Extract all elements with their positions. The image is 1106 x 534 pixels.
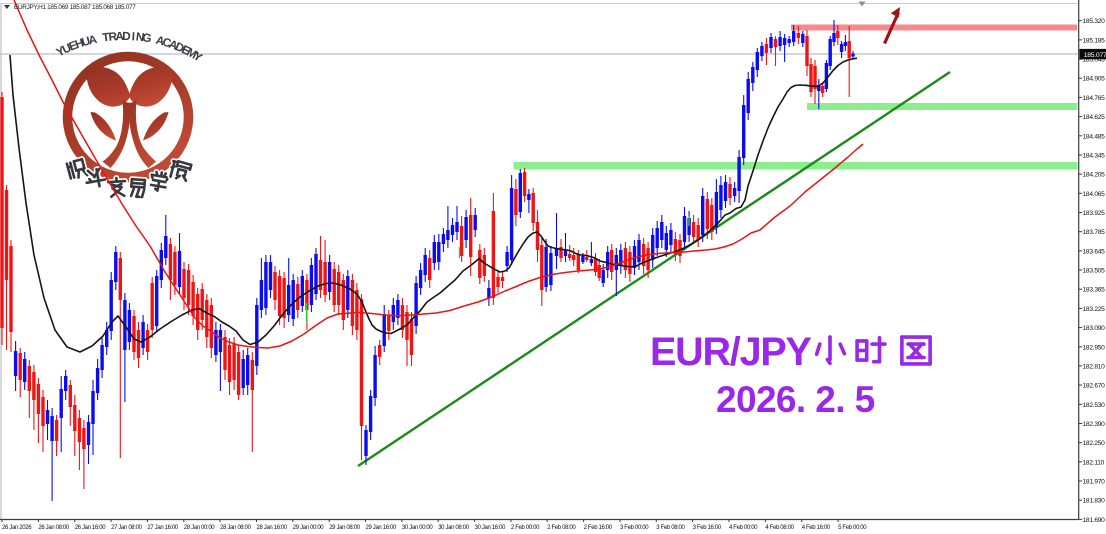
svg-text:181.830: 181.830 <box>1083 498 1106 505</box>
svg-text:2 Feb 08:00: 2 Feb 08:00 <box>547 525 576 531</box>
svg-text:185.320: 185.320 <box>1083 18 1106 25</box>
svg-text:EURJPY,H1 185.069 185.087 185: EURJPY,H1 185.069 185.087 185.068 185.07… <box>14 4 136 11</box>
svg-text:183.785: 183.785 <box>1083 229 1106 236</box>
svg-text:182.810: 182.810 <box>1083 363 1106 370</box>
svg-text:183.925: 183.925 <box>1083 210 1106 217</box>
svg-text:184.065: 184.065 <box>1083 191 1106 198</box>
svg-text:28 Jan 00:00: 28 Jan 00:00 <box>184 525 216 531</box>
svg-text:29 Jan 08:00: 29 Jan 08:00 <box>329 525 361 531</box>
svg-text:I: I <box>131 29 135 43</box>
svg-text:R: R <box>108 29 118 44</box>
svg-text:184.485: 184.485 <box>1083 133 1106 140</box>
svg-text:5 Feb 00:00: 5 Feb 00:00 <box>838 525 867 531</box>
svg-text:29 Jan 00:00: 29 Jan 00:00 <box>293 525 325 531</box>
svg-text:A: A <box>87 32 99 48</box>
svg-text:A: A <box>115 29 124 43</box>
svg-text:N: N <box>135 29 145 44</box>
svg-text:185.077: 185.077 <box>1084 52 1106 59</box>
svg-text:4 Feb 00:00: 4 Feb 00:00 <box>729 525 758 531</box>
svg-text:184.205: 184.205 <box>1083 172 1106 179</box>
svg-text:184.765: 184.765 <box>1083 95 1106 102</box>
svg-text:26 Jan 2026: 26 Jan 2026 <box>2 525 32 531</box>
svg-text:2026. 2. 5: 2026. 2. 5 <box>716 379 875 420</box>
svg-text:184.905: 184.905 <box>1083 76 1106 83</box>
svg-text:182.390: 182.390 <box>1083 421 1106 428</box>
svg-text:183.090: 183.090 <box>1083 325 1106 332</box>
svg-text:30 Jan 08:00: 30 Jan 08:00 <box>438 525 470 531</box>
svg-text:30 Jan 16:00: 30 Jan 16:00 <box>475 525 507 531</box>
svg-text:184.345: 184.345 <box>1083 153 1106 160</box>
svg-text:2 Feb 00:00: 2 Feb 00:00 <box>511 525 540 531</box>
svg-text:182.530: 182.530 <box>1083 402 1106 409</box>
svg-text:28 Jan 08:00: 28 Jan 08:00 <box>220 525 252 531</box>
svg-text:26 Jan 16:00: 26 Jan 16:00 <box>75 525 107 531</box>
svg-text:4 Feb 16:00: 4 Feb 16:00 <box>802 525 831 531</box>
svg-text:3 Feb 16:00: 3 Feb 16:00 <box>693 525 722 531</box>
svg-text:28 Jan 16:00: 28 Jan 16:00 <box>257 525 289 531</box>
svg-text:30 Jan 00:00: 30 Jan 00:00 <box>402 525 434 531</box>
svg-text:H: H <box>73 35 86 51</box>
svg-text:T: T <box>101 30 111 45</box>
svg-text:2 Feb 16:00: 2 Feb 16:00 <box>584 525 613 531</box>
svg-text:26 Jan 08:00: 26 Jan 08:00 <box>38 525 70 531</box>
svg-text:183.505: 183.505 <box>1083 268 1106 275</box>
svg-text:182.670: 182.670 <box>1083 383 1106 390</box>
svg-text:U: U <box>80 33 92 49</box>
svg-text:4 Feb 08:00: 4 Feb 08:00 <box>765 525 794 531</box>
svg-text:183.365: 183.365 <box>1083 287 1106 294</box>
svg-text:27 Jan 16:00: 27 Jan 16:00 <box>147 525 179 531</box>
svg-text:27 Jan 08:00: 27 Jan 08:00 <box>111 525 143 531</box>
svg-text:183.645: 183.645 <box>1083 248 1106 255</box>
svg-text:3 Feb 00:00: 3 Feb 00:00 <box>620 525 649 531</box>
svg-text:185.045: 185.045 <box>1083 57 1106 64</box>
svg-text:G: G <box>141 30 152 45</box>
svg-text:EUR/JPY: EUR/JPY <box>650 330 811 374</box>
svg-text:182.950: 182.950 <box>1083 344 1106 351</box>
svg-text:184.625: 184.625 <box>1083 114 1106 121</box>
svg-text:29 Jan 16:00: 29 Jan 16:00 <box>366 525 398 531</box>
svg-text:183.225: 183.225 <box>1083 306 1106 313</box>
svg-text:A: A <box>154 33 166 49</box>
svg-text:182.110: 182.110 <box>1083 459 1105 466</box>
svg-text:181.690: 181.690 <box>1083 517 1106 524</box>
svg-text:181.970: 181.970 <box>1083 479 1106 486</box>
svg-text:185.185: 185.185 <box>1083 37 1106 44</box>
svg-text:182.250: 182.250 <box>1083 440 1106 447</box>
svg-text:3 Feb 08:00: 3 Feb 08:00 <box>656 525 685 531</box>
svg-text:D: D <box>122 29 131 43</box>
